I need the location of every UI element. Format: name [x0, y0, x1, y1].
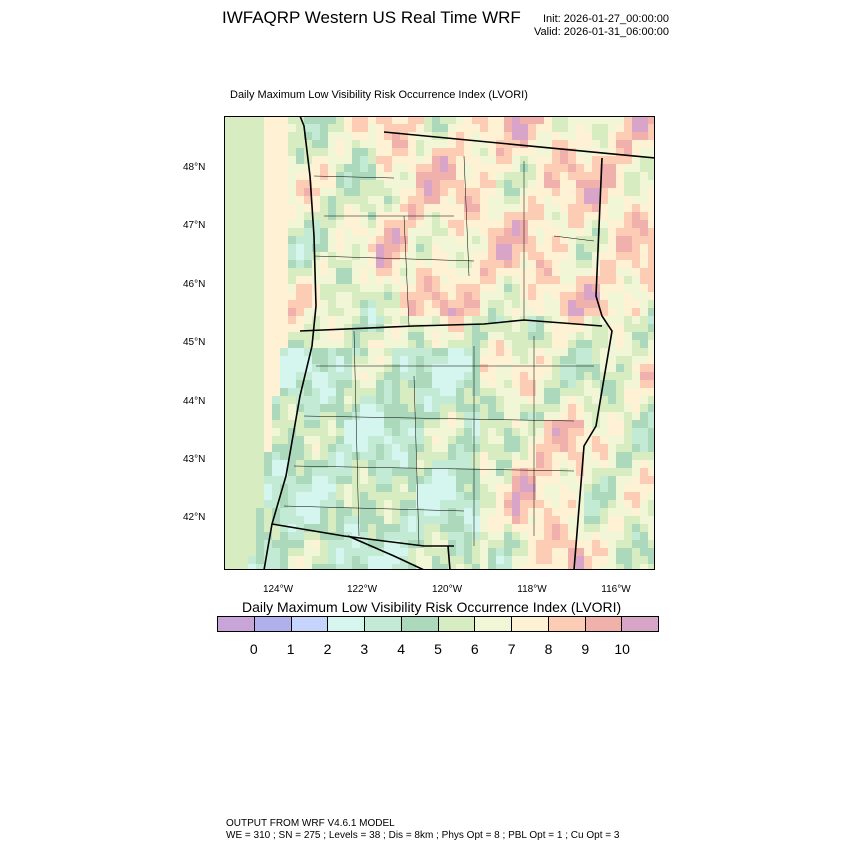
colorbar-swatch	[365, 617, 402, 631]
colorbar-title: Daily Maximum Low Visibility Risk Occurr…	[242, 599, 622, 615]
valid-time: Valid: 2026-01-31_06:00:00	[534, 26, 669, 38]
colorbar-label: 8	[544, 641, 553, 657]
lat-label: 45°N	[183, 337, 206, 348]
colorbar-swatch	[328, 617, 365, 631]
lon-label: 116°W	[601, 584, 631, 595]
lon-label: 118°W	[517, 584, 547, 595]
colorbar-label: 1	[286, 641, 295, 657]
lat-label: 42°N	[183, 512, 206, 523]
lvori-map	[224, 116, 655, 570]
state-borders	[263, 116, 655, 570]
colorbar-swatch	[622, 617, 658, 631]
colorbar-swatch	[585, 617, 623, 631]
lat-label: 46°N	[183, 279, 206, 290]
lat-label: 47°N	[183, 220, 206, 231]
lvori-field	[224, 116, 655, 570]
colorbar-label: 10	[614, 641, 630, 657]
colorbar-label: 4	[397, 641, 406, 657]
colorbar-swatch	[512, 617, 549, 631]
map-frame	[224, 116, 655, 570]
county-borders	[283, 155, 595, 547]
colorbar-swatch	[475, 617, 512, 631]
footer-settings: WE = 310 ; SN = 275 ; Levels = 38 ; Dis …	[226, 830, 620, 841]
lat-label: 43°N	[183, 454, 206, 465]
colorbar-swatch	[291, 617, 329, 631]
colorbar-label: 2	[323, 641, 332, 657]
colorbar-label: 0	[249, 641, 258, 657]
colorbar-label: 7	[507, 641, 516, 657]
colorbar	[217, 616, 659, 632]
colorbar-swatch	[254, 617, 292, 631]
plot-title: IWFAQRP Western US Real Time WRF	[222, 8, 521, 27]
colorbar-swatch	[548, 617, 586, 631]
colorbar-swatch	[218, 617, 255, 631]
colorbar-label: 5	[434, 641, 442, 657]
lon-label: 120°W	[431, 584, 463, 595]
colorbar-label: 3	[360, 641, 369, 657]
init-time: Init: 2026-01-27_00:00:00	[543, 13, 669, 25]
colorbar-swatch	[438, 617, 476, 631]
colorbar-label: 6	[470, 641, 479, 657]
footer-model: OUTPUT FROM WRF V4.6.1 MODEL	[226, 818, 395, 829]
colorbar-swatch	[401, 617, 439, 631]
colorbar-label: 9	[581, 641, 590, 657]
map-subtitle: Daily Maximum Low Visibility Risk Occurr…	[230, 89, 528, 101]
lat-label: 44°N	[183, 396, 206, 407]
lat-label: 48°N	[183, 162, 206, 173]
lon-label: 124°W	[262, 584, 294, 595]
lon-label: 122°W	[346, 584, 378, 595]
